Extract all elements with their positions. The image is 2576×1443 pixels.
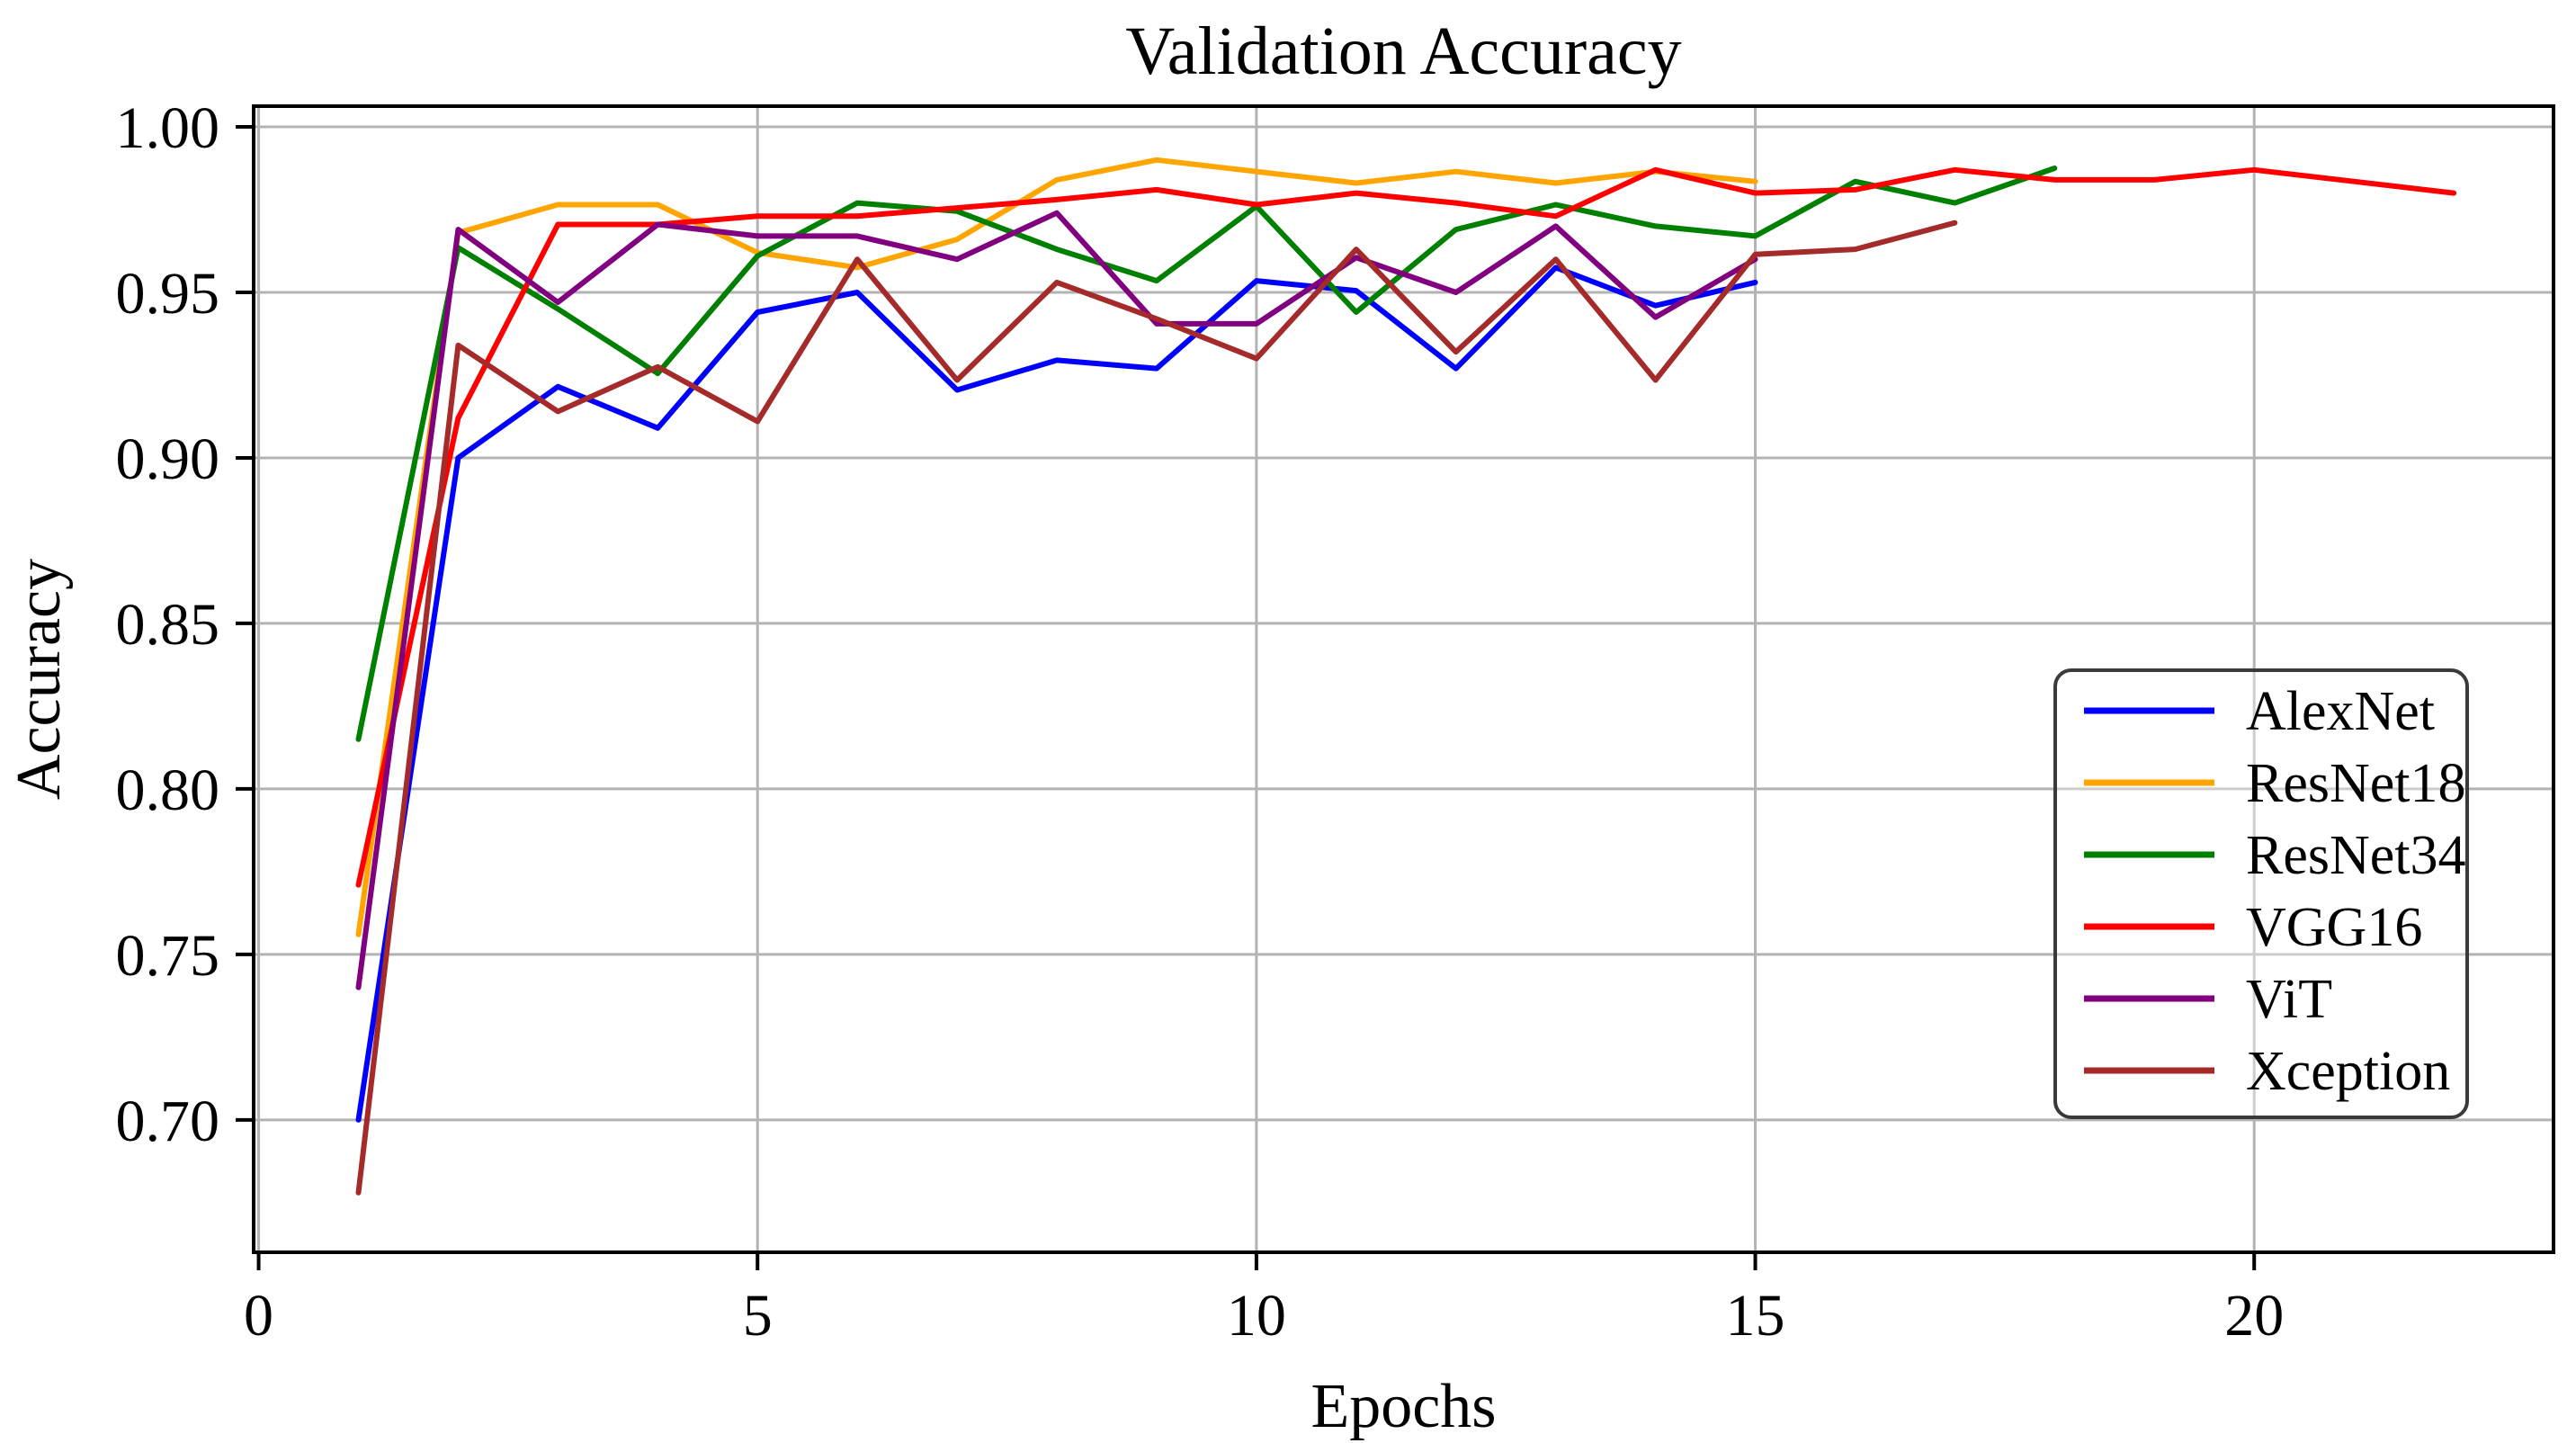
legend-label-VGG16: VGG16: [2246, 897, 2422, 958]
series-layer: [355, 157, 2457, 1196]
legend: AlexNet ResNet18 ResNet34 VGG16 ViT Xception: [2053, 668, 2469, 1119]
legend-label-ResNet18: ResNet18: [2246, 753, 2466, 814]
series-line-AlexNet: [355, 264, 1758, 1123]
axes-spines: [252, 104, 2555, 1254]
legend-item-ResNet34: ResNet34: [2084, 825, 2466, 886]
series-line-Xception: [355, 220, 1958, 1196]
series-line-VGG16: [355, 166, 2457, 888]
y-tick-label-1: 1.00: [116, 95, 220, 161]
y-tick-label-0.95: 0.95: [116, 261, 220, 327]
y-tick-label-0.85: 0.85: [116, 592, 220, 658]
y-axis-label: Accuracy: [4, 559, 74, 800]
grid-layer: [254, 106, 2554, 1252]
legend-label-ResNet34: ResNet34: [2246, 825, 2466, 886]
x-tick-label-5: 5: [743, 1283, 773, 1349]
legend-label-Xception: Xception: [2246, 1041, 2450, 1102]
tick-layer: 0 5 10 15 20 0.70 0.75 0.80 0.85 0.90 0.95 1.00: [116, 95, 2285, 1349]
y-tick-label-0.7: 0.70: [116, 1089, 220, 1154]
legend-item-Xception: Xception: [2084, 1041, 2450, 1102]
x-tick-label-15: 15: [1726, 1283, 1785, 1349]
x-tick-label-0: 0: [244, 1283, 273, 1349]
x-tick-label-20: 20: [2224, 1283, 2284, 1349]
chart-title: Validation Accuracy: [1125, 13, 1681, 89]
legend-item-VGG16: VGG16: [2084, 897, 2422, 958]
y-tick-label-0.9: 0.90: [116, 426, 220, 492]
series-line-ViT: [355, 210, 1758, 990]
y-tick-label-0.8: 0.80: [116, 757, 220, 823]
series-line-ResNet34: [355, 166, 2058, 742]
plot-frame: [252, 104, 2555, 1254]
legend-item-ViT: ViT: [2084, 969, 2332, 1030]
series-line-ResNet18: [355, 157, 1758, 937]
legend-label-AlexNet: AlexNet: [2246, 681, 2435, 742]
y-tick-label-0.75: 0.75: [116, 923, 220, 989]
x-tick-label-10: 10: [1227, 1283, 1286, 1349]
x-axis-label: Epochs: [1310, 1372, 1496, 1441]
legend-item-AlexNet: AlexNet: [2084, 681, 2435, 742]
legend-label-ViT: ViT: [2246, 969, 2332, 1030]
legend-item-ResNet18: ResNet18: [2084, 753, 2466, 814]
